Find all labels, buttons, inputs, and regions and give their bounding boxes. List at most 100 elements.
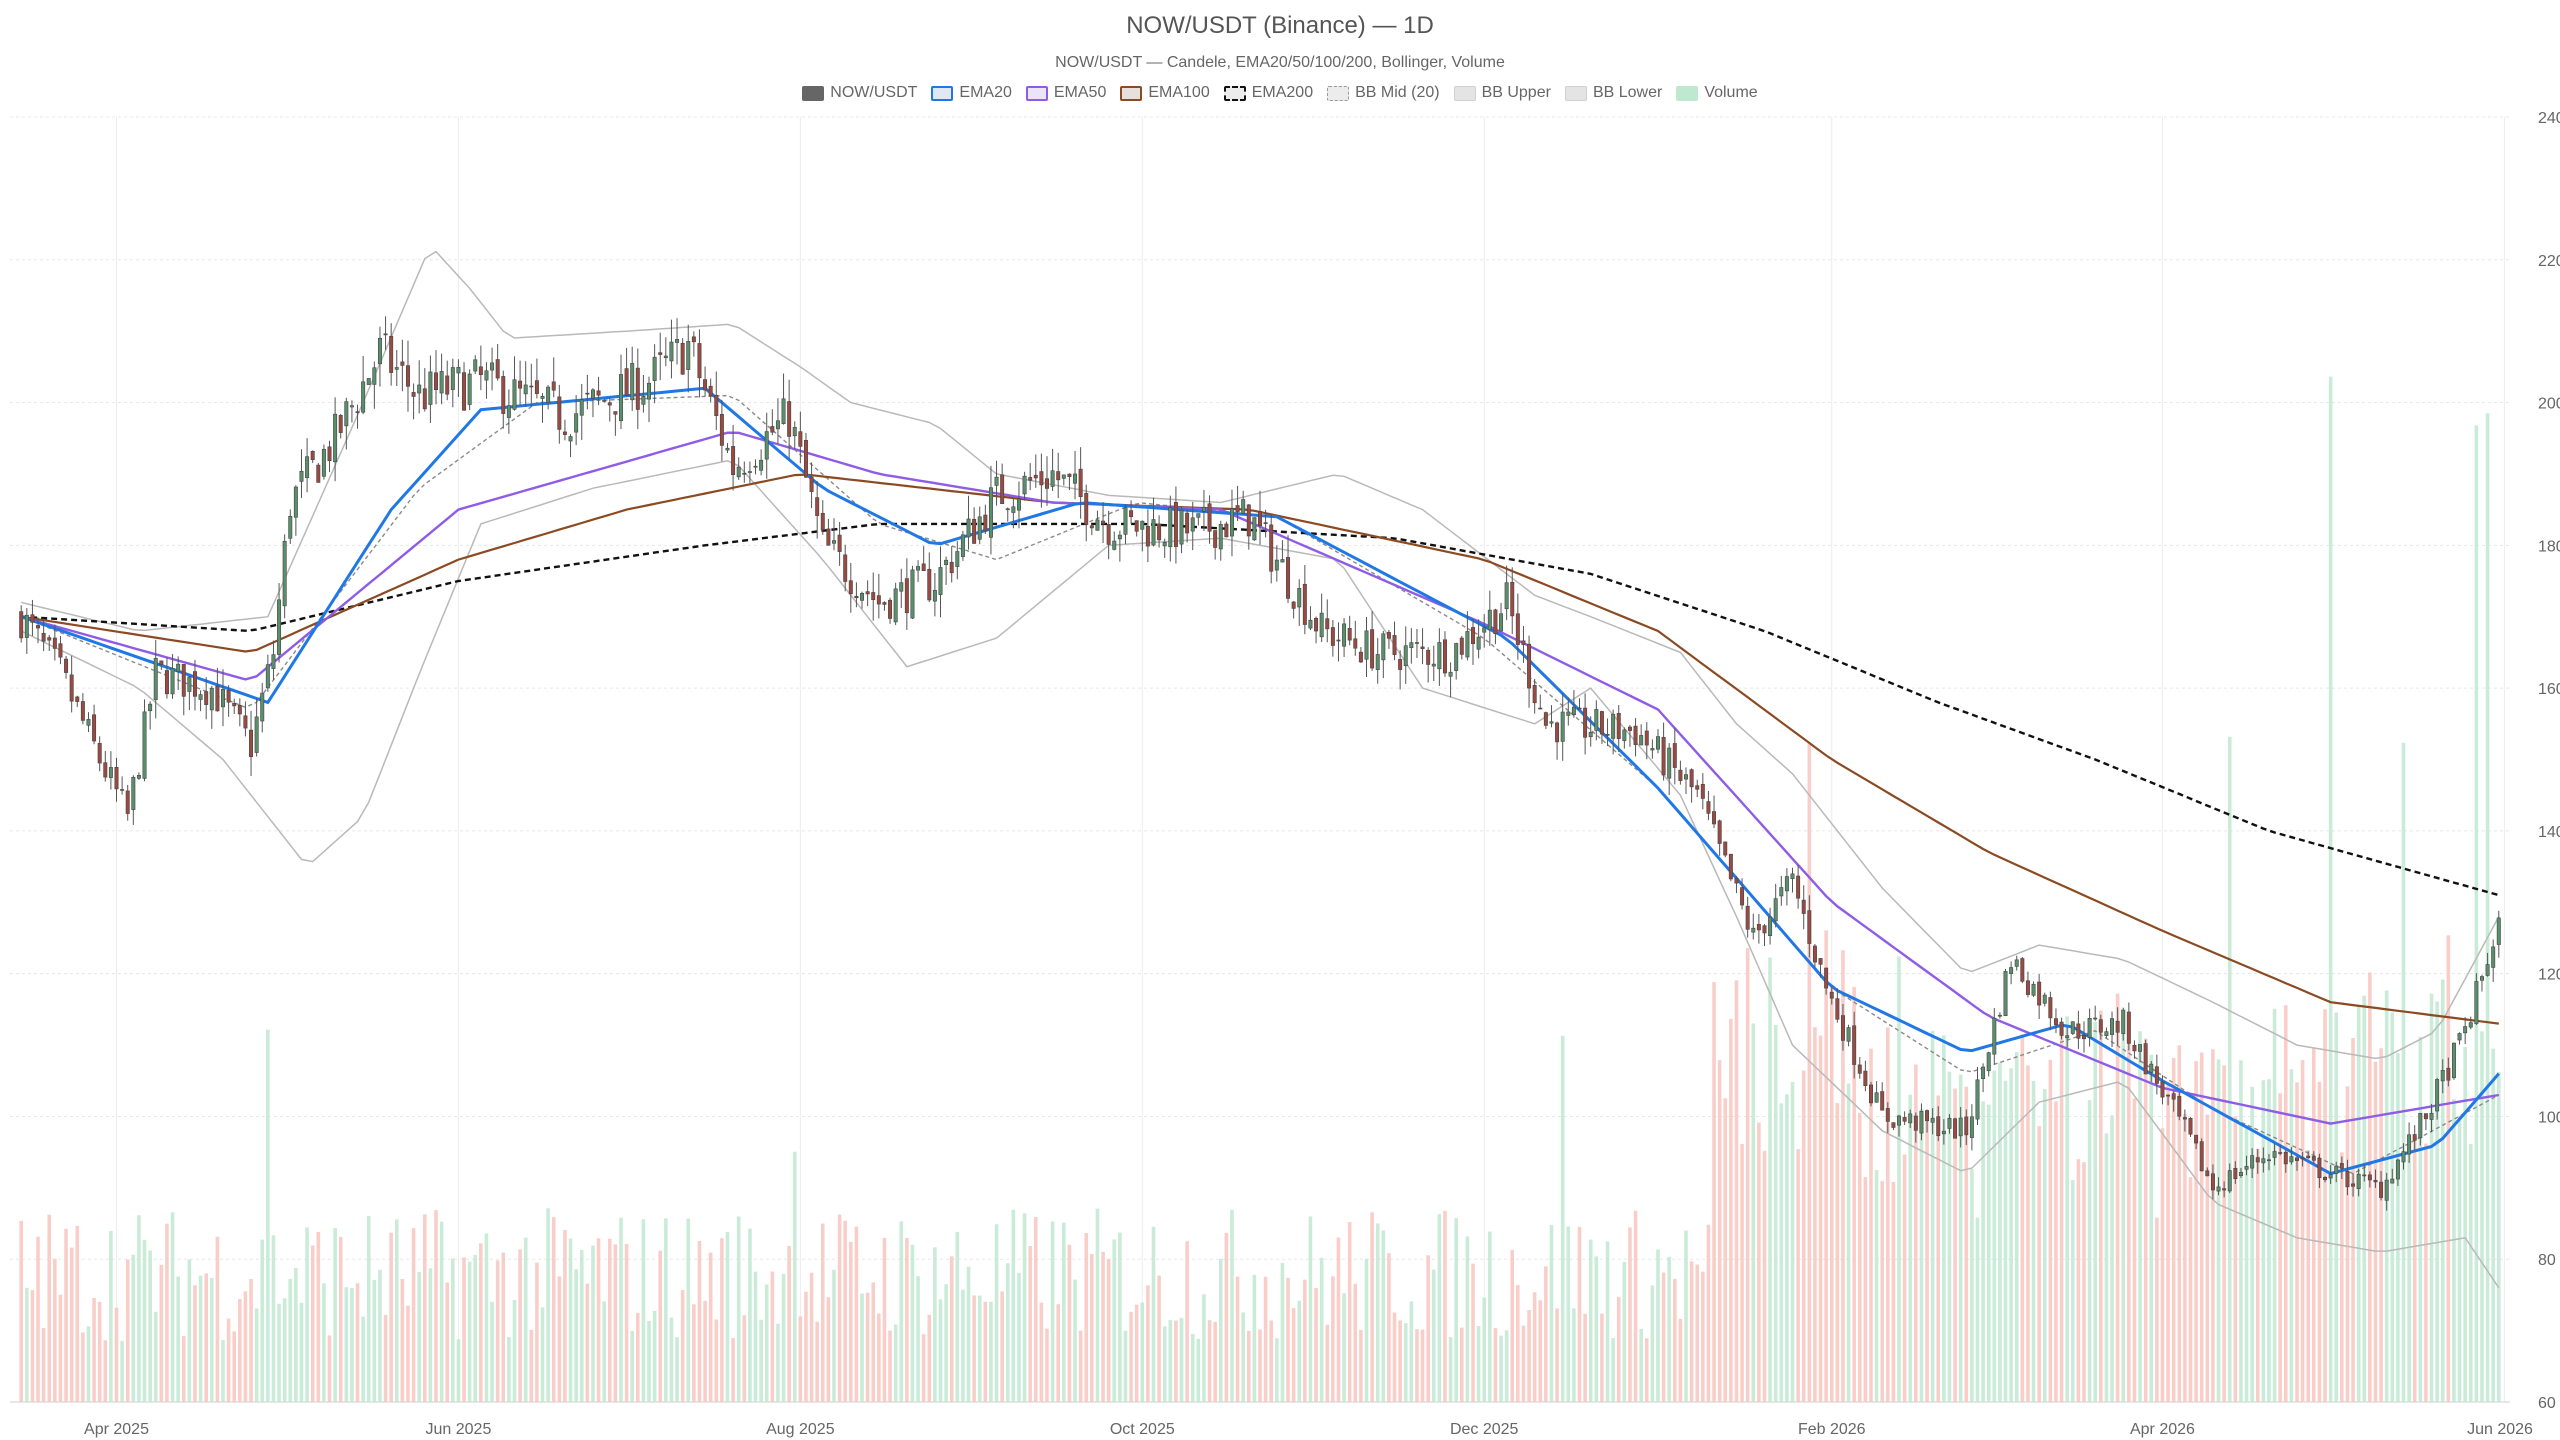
volume-bar [417,1271,421,1402]
candle-body [837,534,842,552]
legend-item-8[interactable]: Volume [1676,84,1758,102]
volume-bar [905,1237,909,1402]
legend-item-5[interactable]: BB Mid (20) [1327,84,1440,102]
volume-bar [1319,1257,1324,1402]
candle-body [1829,991,1834,999]
candle [1398,650,1403,690]
volume-bar [2121,1015,2126,1402]
candle-body [871,592,876,600]
candle-body [1078,468,1083,498]
volume-bar [1544,1266,1548,1402]
candle [686,324,691,393]
volume-bar [1050,1221,1055,1402]
candle [1689,768,1694,803]
candle [80,693,85,725]
legend-swatch-ema20 [931,85,954,101]
volume-bar [832,1269,836,1402]
volume-bar [736,1216,741,1402]
legend-item-4[interactable]: EMA200 [1223,84,1313,102]
volume-bar [507,1336,511,1402]
candle-body [1162,541,1167,547]
candle [2065,1027,2070,1048]
candle [310,450,315,464]
candle-body [41,632,46,642]
candle [2070,1021,2075,1036]
volume-bar [602,1301,606,1402]
legend-item-1[interactable]: EMA20 [931,84,1012,102]
volume-bar [2255,1148,2260,1402]
legend-item-0[interactable]: NOW/USDT [802,84,917,102]
candle [1555,721,1560,760]
candle [697,329,702,398]
volume-bar [305,1227,309,1402]
volume-bar [25,1287,29,1402]
candle [2244,1155,2249,1176]
volume-bar [2059,1029,2064,1402]
volume-bar [2227,736,2232,1402]
candle [1812,943,1817,968]
candle [1975,1066,1980,1126]
volume-bar [1196,1338,1201,1402]
candle-body [1555,722,1560,743]
candle-body [540,396,545,399]
candle [2210,1164,2215,1200]
volume-bar [1874,1170,1879,1402]
candle [680,338,685,375]
volume-bar [944,1284,948,1402]
candle [691,331,696,357]
candle-body [1723,841,1728,856]
candle-body [2261,1158,2266,1164]
candle-body [1605,734,1610,736]
candle [1527,635,1532,708]
volume-bar [899,1221,904,1402]
bb-mid-line [20,394,2500,1175]
candle-body [2339,1163,2344,1169]
volume-bar [338,1236,343,1402]
legend-item-7[interactable]: BB Lower [1564,84,1662,102]
legend-item-2[interactable]: EMA50 [1025,84,1106,102]
candle-body [226,689,231,703]
candle-body [2289,1156,2294,1163]
candle [775,398,780,444]
candle-body [2429,1112,2434,1120]
volume-bar [540,1307,545,1402]
legend-item-3[interactable]: EMA100 [1120,84,1210,102]
candle-body [1145,525,1150,547]
candle-body [904,578,909,614]
candle [1734,876,1739,894]
volume-bar [232,1331,237,1402]
volume-bar [1263,1276,1268,1402]
volume-bar [591,1245,595,1402]
volume-bar [1045,1328,1049,1402]
candle [75,695,80,708]
volume-bar [1857,1112,1862,1402]
volume-bar [781,1273,786,1402]
volume-bar [1039,1302,1044,1402]
candle [949,546,954,583]
candle [2261,1147,2266,1173]
candle [293,485,298,536]
candle [731,424,736,491]
candle [2496,910,2501,958]
candle-body [136,775,141,779]
candle [753,459,758,475]
candle-body [1011,506,1016,513]
legend-item-6[interactable]: BB Upper [1453,84,1551,102]
candle [192,659,197,711]
volume-bar [557,1276,562,1402]
x-tick-label: Apr 2026 [2130,1421,2195,1438]
candle-body [1353,638,1358,649]
candle-body [2401,1151,2406,1163]
volume-bar [92,1297,96,1402]
candle [781,373,786,425]
candle-body [209,687,214,711]
candle [2255,1149,2260,1174]
candle-body [1824,967,1829,989]
volume-bar [1729,1018,1733,1402]
candle [2009,961,2014,985]
y-tick-label: 80 [2538,1252,2556,1269]
volume-bar [2345,1086,2350,1402]
chart-legend: NOW/USDT EMA20 EMA50 EMA100 EMA200 BB Mid (20… [0,84,2560,102]
candle-body [1700,783,1705,799]
volume-bar [2194,1061,2198,1402]
